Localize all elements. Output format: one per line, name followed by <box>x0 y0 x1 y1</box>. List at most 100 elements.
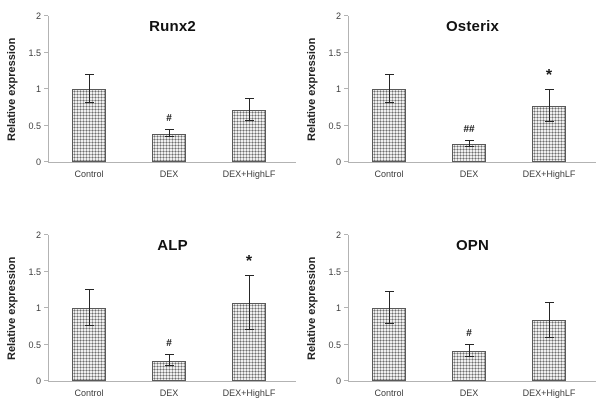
error-bar-cap <box>465 140 474 141</box>
error-bar-cap <box>245 98 254 99</box>
error-bar-cap <box>465 356 474 357</box>
error-bar <box>169 354 170 366</box>
bar <box>452 144 486 162</box>
x-tick-label: DEX <box>159 169 179 179</box>
y-axis-tick <box>44 271 48 272</box>
y-tick-label: 1.5 <box>28 48 41 58</box>
y-tick-label: 2 <box>35 11 41 21</box>
error-bar-cap <box>85 289 94 290</box>
y-tick-label: 0.5 <box>28 340 41 350</box>
x-tick-label: Control <box>374 169 404 179</box>
error-bar <box>389 292 390 324</box>
y-tick-label: 0 <box>335 157 341 167</box>
y-axis-tick <box>44 161 48 162</box>
x-tick-label: DEX <box>459 388 479 398</box>
error-bar <box>249 99 250 121</box>
y-tick-label: 2 <box>35 230 41 240</box>
error-bar-cap <box>385 291 394 292</box>
y-tick-label: 0.5 <box>328 121 341 131</box>
error-bar <box>389 75 390 103</box>
error-bar <box>469 141 470 147</box>
x-tick-label: DEX+HighLF <box>522 388 576 398</box>
chart-title: Osterix <box>445 18 500 35</box>
plot-area: Relative expression Osterix 0 0.5 1 1.5 2 Con… <box>306 11 596 179</box>
error-bar-cap <box>165 129 174 130</box>
x-tick-label: DEX+HighLF <box>222 169 276 179</box>
plot-area: Relative expression OPN 0 0.5 1 1.5 2 Control… <box>306 230 596 398</box>
y-axis-tick <box>44 344 48 345</box>
y-axis-tick <box>44 307 48 308</box>
error-bar <box>549 303 550 338</box>
chart-title: ALP <box>157 237 188 254</box>
error-bar <box>169 130 170 137</box>
error-bar-cap <box>385 323 394 324</box>
error-bar-cap <box>245 120 254 121</box>
significance-marker: # <box>166 113 172 124</box>
y-axis-tick <box>344 380 348 381</box>
x-tick-label: Control <box>374 388 404 398</box>
y-axis-tick <box>44 234 48 235</box>
y-axis-tick <box>344 88 348 89</box>
y-axis-tick <box>44 125 48 126</box>
plot-area: Relative expression ALP 0 0.5 1 1.5 2 Control… <box>6 230 296 398</box>
y-tick-label: 1.5 <box>328 267 341 277</box>
chart-title: Runx2 <box>149 18 196 35</box>
error-bar-cap <box>85 325 94 326</box>
y-axis-tick <box>344 52 348 53</box>
x-tick-label: DEX <box>159 388 179 398</box>
y-tick-label: 1 <box>35 303 41 313</box>
y-tick-label: 1.5 <box>28 267 41 277</box>
bar <box>152 134 186 162</box>
y-axis-tick <box>344 234 348 235</box>
y-tick-label: 0 <box>335 376 341 386</box>
y-tick-label: 1 <box>335 84 341 94</box>
plot-area: Relative expression Runx2 0 0.5 1 1.5 2 Contr… <box>6 11 296 179</box>
error-bar-cap <box>465 146 474 147</box>
error-bar <box>89 289 90 326</box>
error-bar <box>549 90 550 122</box>
y-tick-label: 2 <box>335 230 341 240</box>
chart-title: OPN <box>455 237 490 254</box>
significance-marker: # <box>166 338 172 349</box>
error-bar <box>249 276 250 330</box>
error-bar-cap <box>245 275 254 276</box>
significance-marker: * <box>245 253 253 270</box>
y-axis-tick <box>44 15 48 16</box>
chart-panel-alp: Relative expression ALP 0 0.5 1 1.5 2 Control… <box>0 205 300 410</box>
y-tick-label: 0 <box>35 157 41 167</box>
error-bar-cap <box>165 365 174 366</box>
error-bar-cap <box>545 337 554 338</box>
error-bar-cap <box>245 329 254 330</box>
chart-panel-runx2: Relative expression Runx2 0 0.5 1 1.5 2 Contr… <box>0 0 300 205</box>
significance-marker: # <box>466 328 472 339</box>
significance-marker: ## <box>463 124 475 135</box>
x-tick-label: Control <box>74 388 104 398</box>
y-tick-label: 1.5 <box>328 48 341 58</box>
y-axis-tick <box>44 88 48 89</box>
x-tick-label: DEX+HighLF <box>522 169 576 179</box>
error-bar-cap <box>385 102 394 103</box>
chart-panel-opn: Relative expression OPN 0 0.5 1 1.5 2 Control… <box>300 205 600 410</box>
x-tick-label: Control <box>74 169 104 179</box>
bar <box>152 361 186 381</box>
error-bar-cap <box>465 344 474 345</box>
y-axis-tick <box>344 15 348 16</box>
error-bar-cap <box>545 121 554 122</box>
error-bar <box>469 345 470 357</box>
significance-marker: * <box>545 67 553 84</box>
bar <box>532 320 566 381</box>
error-bar-cap <box>545 302 554 303</box>
y-axis-tick <box>44 380 48 381</box>
y-tick-label: 2 <box>335 11 341 21</box>
error-bar-cap <box>85 102 94 103</box>
y-axis-tick <box>344 344 348 345</box>
chart-panel-osterix: Relative expression Osterix 0 0.5 1 1.5 2 Con… <box>300 0 600 205</box>
error-bar-cap <box>545 89 554 90</box>
error-bar-cap <box>165 136 174 137</box>
error-bar-cap <box>165 354 174 355</box>
y-tick-label: 0.5 <box>328 340 341 350</box>
y-tick-label: 1 <box>335 303 341 313</box>
y-axis-tick <box>344 161 348 162</box>
x-tick-label: DEX <box>459 169 479 179</box>
